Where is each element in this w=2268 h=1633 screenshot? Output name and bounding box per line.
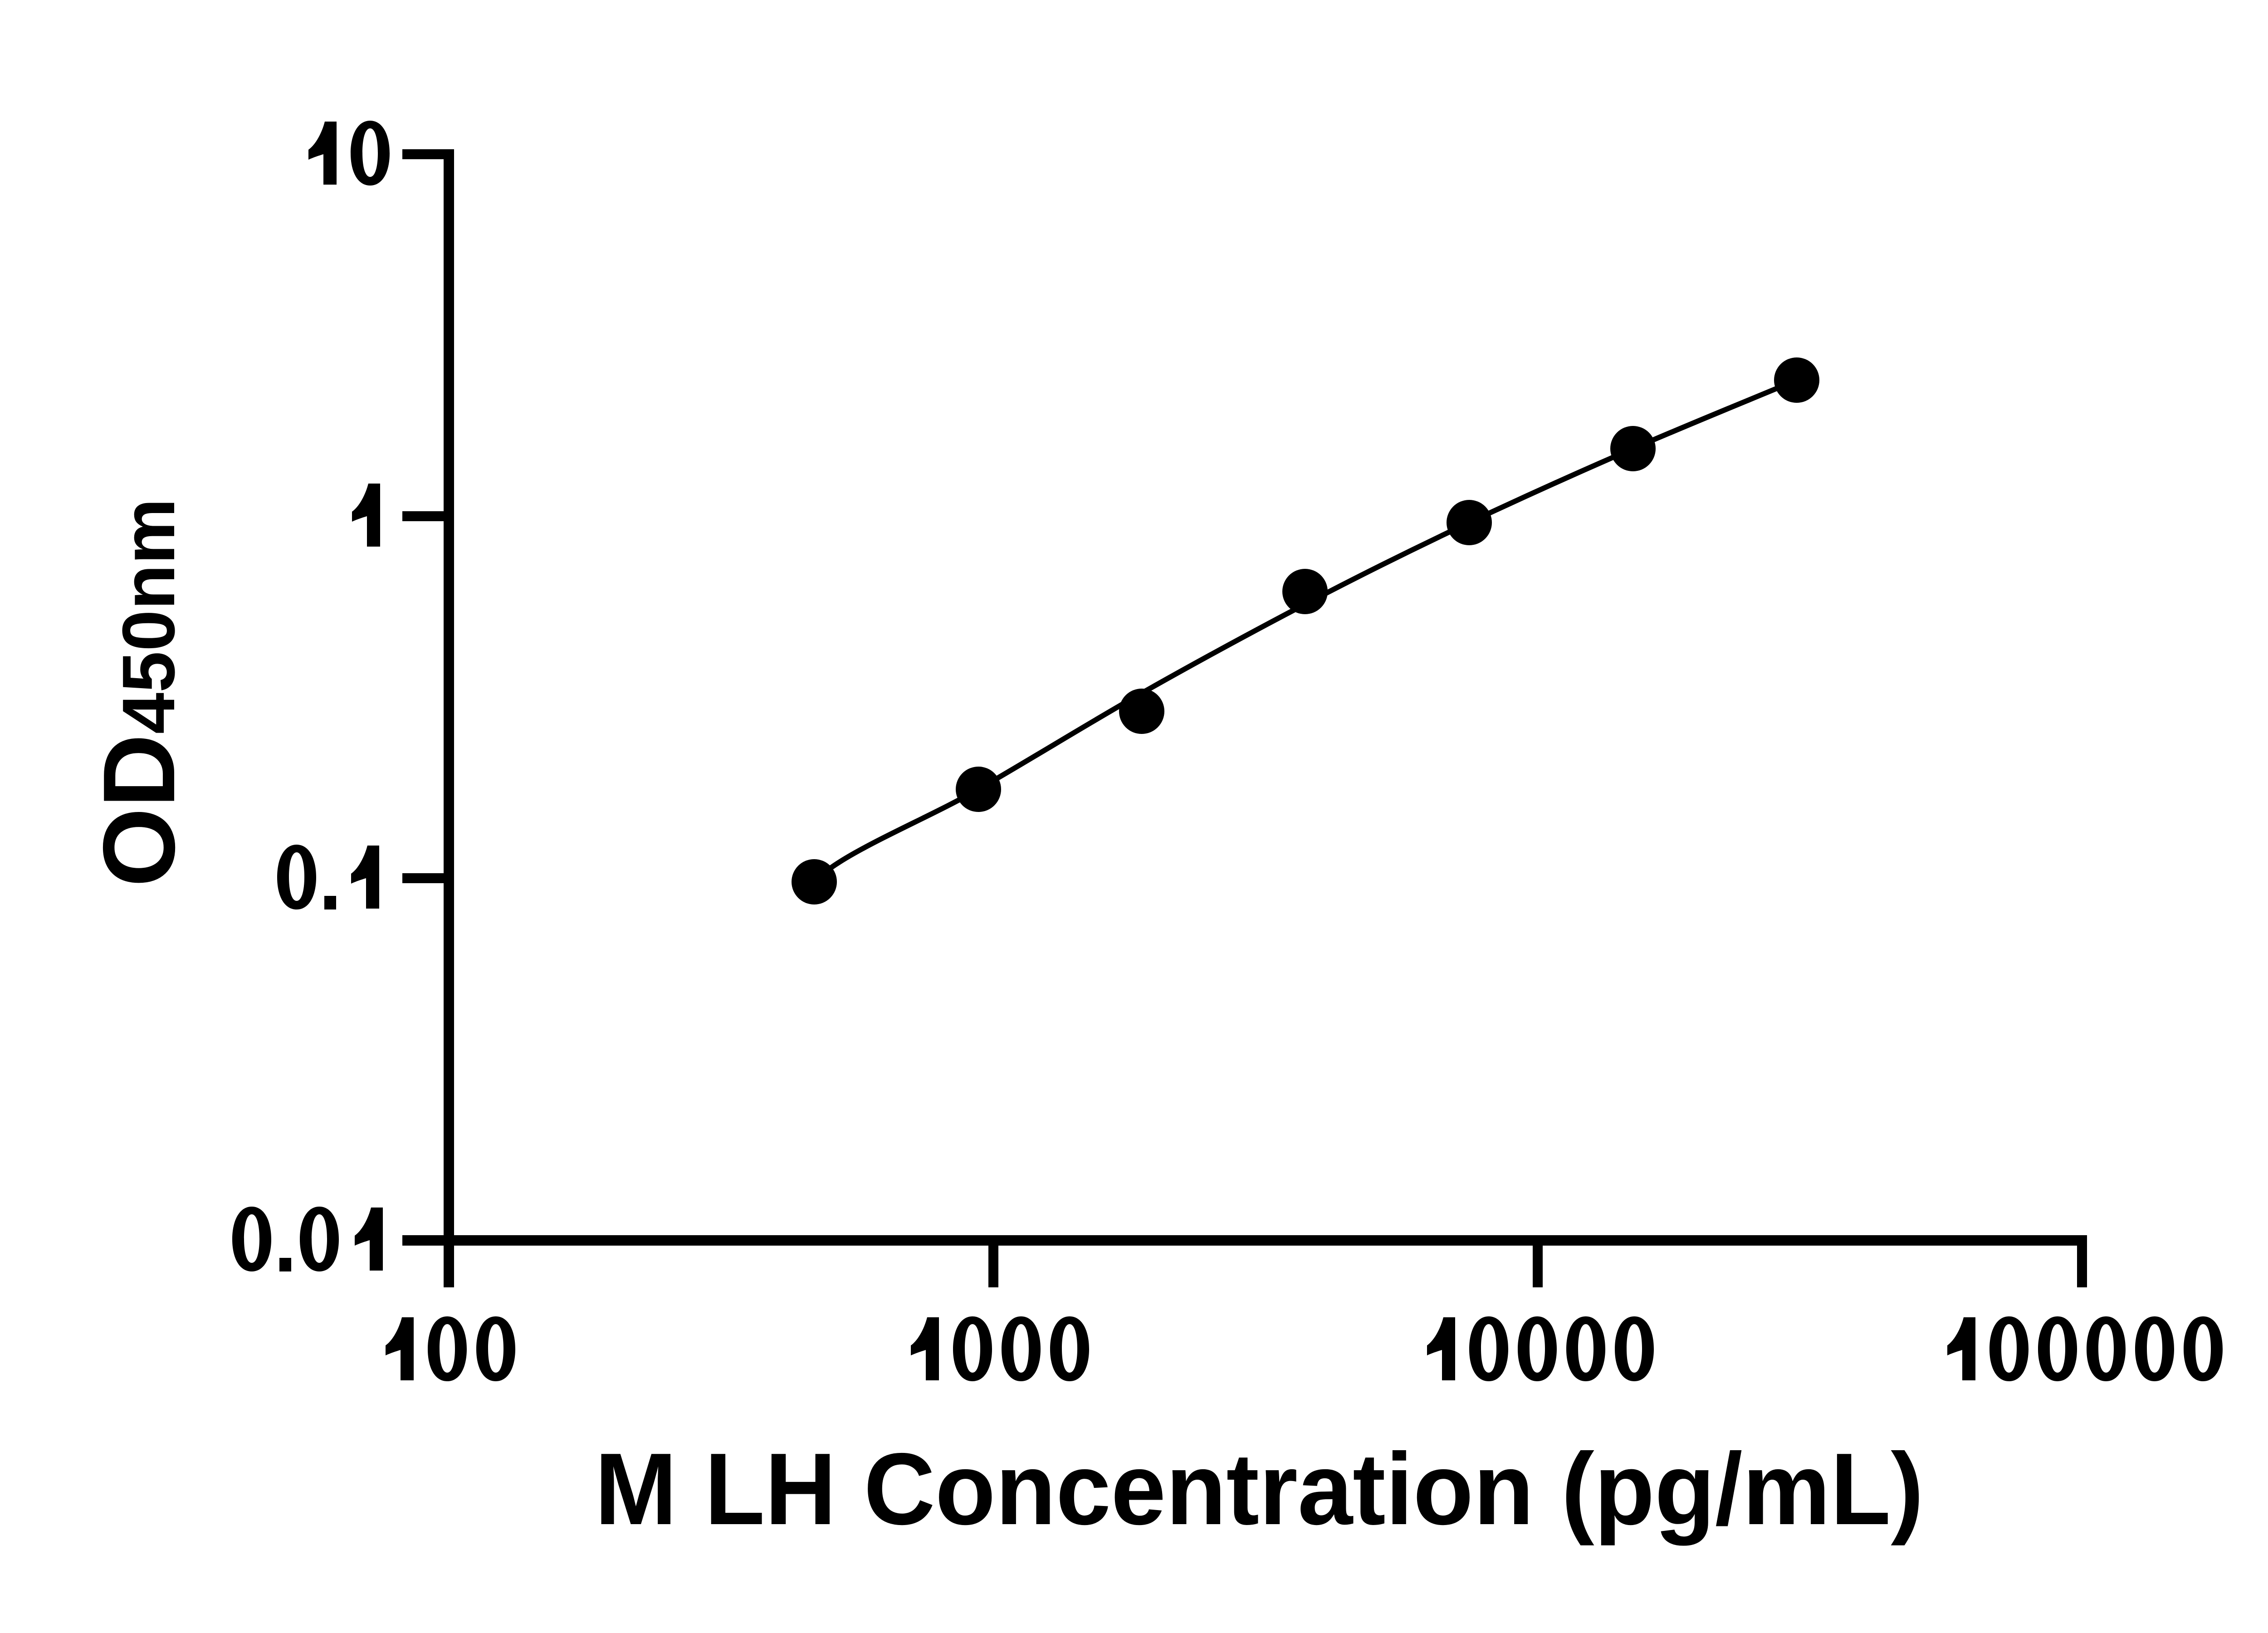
svg-text:M LH Concentration (pg/mL): M LH Concentration (pg/mL) xyxy=(595,1432,1924,1546)
svg-text:OD450nm: OD450nm xyxy=(82,498,196,887)
